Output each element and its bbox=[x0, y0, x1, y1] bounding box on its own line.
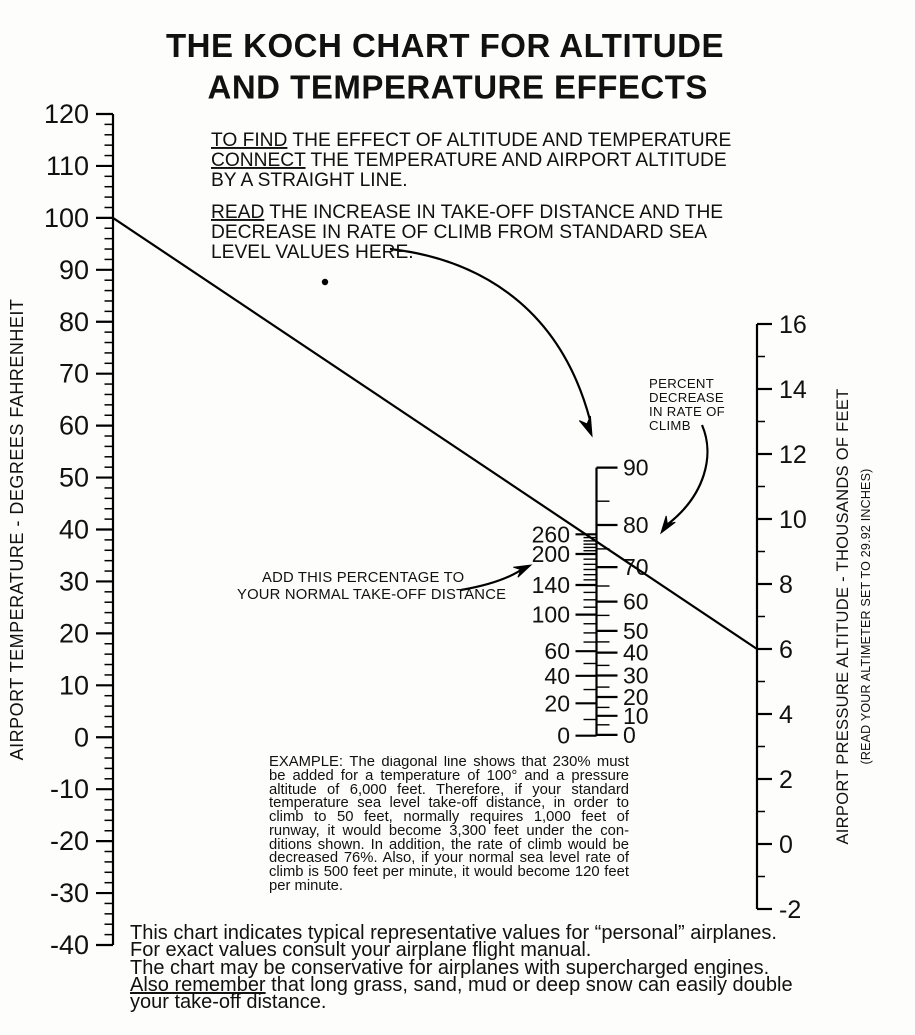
svg-text:ADD THIS PERCENTAGE TO: ADD THIS PERCENTAGE TO bbox=[262, 570, 464, 586]
svg-text:10: 10 bbox=[779, 506, 807, 534]
svg-text:80: 80 bbox=[623, 512, 649, 538]
svg-text:THE KOCH CHART FOR ALTITUDE: THE KOCH CHART FOR ALTITUDE bbox=[166, 27, 724, 64]
svg-text:DECREASE IN RATE OF CLIMB FROM: DECREASE IN RATE OF CLIMB FROM STANDARD … bbox=[211, 222, 707, 243]
svg-text:your take-off distance.: your take-off distance. bbox=[130, 991, 326, 1013]
svg-text:70: 70 bbox=[59, 359, 89, 389]
svg-text:260: 260 bbox=[532, 521, 570, 547]
svg-text:40: 40 bbox=[59, 515, 89, 545]
svg-text:40: 40 bbox=[544, 663, 570, 689]
svg-text:-2: -2 bbox=[779, 896, 801, 924]
svg-text:TO FIND THE EFFECT OF ALTITUDE: TO FIND THE EFFECT OF ALTITUDE AND TEMPE… bbox=[211, 130, 731, 151]
svg-text:(READ YOUR ALTIMETER SET TO 29: (READ YOUR ALTIMETER SET TO 29.92 INCHES… bbox=[859, 468, 873, 764]
svg-text:100: 100 bbox=[44, 203, 89, 233]
svg-text:60: 60 bbox=[59, 411, 89, 441]
svg-text:14: 14 bbox=[779, 376, 807, 404]
svg-text:READ THE INCREASE IN TAKE-OFF: READ THE INCREASE IN TAKE-OFF DISTANCE A… bbox=[211, 202, 723, 223]
svg-text:DECREASE: DECREASE bbox=[649, 390, 724, 405]
svg-text:CLIMB: CLIMB bbox=[649, 418, 691, 433]
svg-text:AIRPORT PRESSURE ALTITUDE - TH: AIRPORT PRESSURE ALTITUDE - THOUSANDS OF… bbox=[834, 388, 852, 844]
svg-text:50: 50 bbox=[59, 463, 89, 493]
svg-text:-40: -40 bbox=[50, 930, 89, 960]
svg-text:120: 120 bbox=[44, 99, 89, 129]
svg-text:0: 0 bbox=[74, 722, 89, 752]
svg-text:0: 0 bbox=[557, 723, 570, 749]
svg-text:CONNECT THE TEMPERATURE AND AI: CONNECT THE TEMPERATURE AND AIRPORT ALTI… bbox=[211, 150, 727, 171]
svg-text:90: 90 bbox=[623, 455, 649, 481]
svg-text:80: 80 bbox=[59, 307, 89, 337]
svg-text:20: 20 bbox=[544, 690, 570, 716]
svg-text:30: 30 bbox=[623, 663, 649, 689]
svg-text:4: 4 bbox=[779, 701, 793, 729]
svg-text:60: 60 bbox=[623, 589, 649, 615]
svg-text:YOUR NORMAL TAKE-OFF DISTANCE: YOUR NORMAL TAKE-OFF DISTANCE bbox=[237, 587, 506, 603]
svg-text:50: 50 bbox=[623, 618, 649, 644]
svg-text:110: 110 bbox=[46, 151, 89, 181]
svg-text:60: 60 bbox=[544, 638, 570, 664]
svg-text:16: 16 bbox=[779, 311, 807, 339]
svg-text:2: 2 bbox=[779, 766, 793, 794]
svg-text:8: 8 bbox=[779, 571, 793, 599]
svg-text:PERCENT: PERCENT bbox=[649, 376, 714, 391]
svg-text:100: 100 bbox=[532, 602, 570, 628]
svg-text:6: 6 bbox=[779, 636, 793, 664]
svg-text:IN RATE OF: IN RATE OF bbox=[649, 404, 725, 419]
svg-text:BY A STRAIGHT LINE.: BY A STRAIGHT LINE. bbox=[211, 170, 408, 191]
svg-text:140: 140 bbox=[532, 572, 570, 598]
svg-text:AND TEMPERATURE EFFECTS: AND TEMPERATURE EFFECTS bbox=[208, 68, 708, 105]
svg-text:-20: -20 bbox=[50, 826, 89, 856]
svg-text:30: 30 bbox=[59, 566, 89, 596]
svg-text:AIRPORT TEMPERATURE - DEGREES: AIRPORT TEMPERATURE - DEGREES FAHRENHEIT bbox=[7, 299, 27, 761]
svg-text:10: 10 bbox=[59, 670, 89, 700]
svg-text:90: 90 bbox=[59, 255, 89, 285]
svg-text:20: 20 bbox=[59, 618, 89, 648]
svg-text:-10: -10 bbox=[50, 774, 89, 804]
svg-text:0: 0 bbox=[779, 831, 793, 859]
svg-text:12: 12 bbox=[779, 441, 807, 469]
svg-text:-30: -30 bbox=[50, 878, 89, 908]
svg-text:LEVEL VALUES HERE.: LEVEL VALUES HERE. bbox=[211, 242, 414, 263]
